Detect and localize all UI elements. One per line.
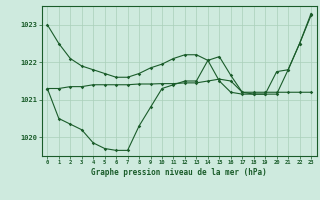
X-axis label: Graphe pression niveau de la mer (hPa): Graphe pression niveau de la mer (hPa) [91, 168, 267, 177]
